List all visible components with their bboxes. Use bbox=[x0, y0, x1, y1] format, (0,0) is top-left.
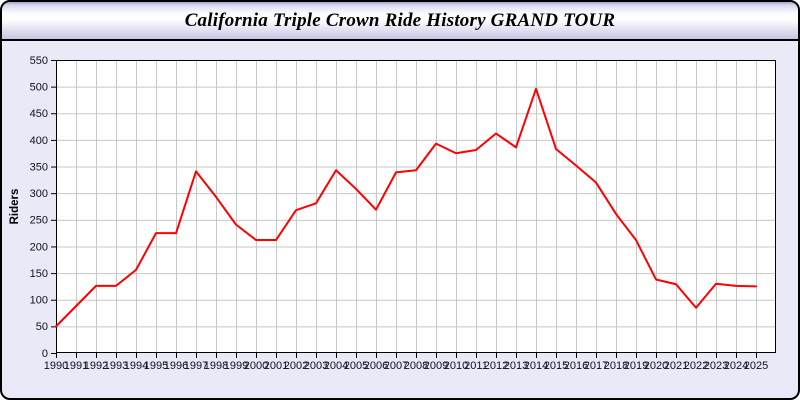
title-bar: California Triple Crown Ride History GRA… bbox=[2, 2, 798, 41]
y-tick-label: 100 bbox=[30, 295, 48, 307]
x-tick-label: 2000 bbox=[244, 360, 268, 372]
x-tick-label: 2019 bbox=[624, 360, 648, 372]
x-tick-label: 2007 bbox=[384, 360, 408, 372]
x-tick-label: 2009 bbox=[424, 360, 448, 372]
x-tick-label: 2022 bbox=[684, 360, 708, 372]
chart-title: California Triple Crown Ride History GRA… bbox=[184, 9, 616, 31]
x-tick-label: 2002 bbox=[284, 360, 308, 372]
x-tick-label: 2023 bbox=[704, 360, 728, 372]
y-tick-label: 550 bbox=[30, 55, 48, 67]
y-tick-label: 200 bbox=[30, 241, 48, 253]
x-tick-label: 1994 bbox=[124, 360, 148, 372]
x-tick-label: 1999 bbox=[224, 360, 248, 372]
y-tick-label: 150 bbox=[30, 268, 48, 280]
x-tick-label: 2016 bbox=[564, 360, 588, 372]
data-line-riders bbox=[55, 87, 757, 328]
x-tick-label: 1998 bbox=[204, 360, 228, 372]
x-tick-label: 1997 bbox=[184, 360, 208, 372]
x-tick-label: 2011 bbox=[464, 360, 488, 372]
x-tick-label: 2014 bbox=[524, 360, 548, 372]
x-tick-label: 1996 bbox=[164, 360, 188, 372]
plot-border bbox=[56, 60, 776, 353]
y-tick-label: 50 bbox=[36, 321, 48, 333]
x-tick-label: 2024 bbox=[724, 360, 748, 372]
y-tick-label: 300 bbox=[30, 188, 48, 200]
gridlines bbox=[56, 60, 776, 353]
x-tick-label: 2021 bbox=[664, 360, 688, 372]
y-tick-label: 400 bbox=[30, 135, 48, 147]
y-axis: 0 50 100 150 200 250 300 350 400 450 500 550 bbox=[30, 55, 56, 360]
y-tick-label: 450 bbox=[30, 108, 48, 120]
x-tick-label: 2004 bbox=[324, 360, 348, 372]
x-tick-label: 1990 bbox=[44, 360, 68, 372]
y-tick-label: 500 bbox=[30, 81, 48, 93]
x-tick-label: 2012 bbox=[484, 360, 508, 372]
x-tick-label: 2008 bbox=[404, 360, 428, 372]
x-axis: 1990199119921993199419951996199719981999… bbox=[44, 353, 768, 372]
x-tick-label: 2001 bbox=[264, 360, 288, 372]
x-tick-label: 2006 bbox=[364, 360, 388, 372]
x-tick-label: 2025 bbox=[744, 360, 768, 372]
x-tick-label: 1995 bbox=[144, 360, 168, 372]
x-tick-label: 1993 bbox=[104, 360, 128, 372]
y-tick-label: 350 bbox=[30, 161, 48, 173]
x-tick-label: 2005 bbox=[344, 360, 368, 372]
x-tick-label: 1992 bbox=[84, 360, 108, 372]
y-axis-title: Riders bbox=[9, 189, 21, 225]
x-tick-label: 2018 bbox=[604, 360, 628, 372]
y-tick-label: 0 bbox=[42, 348, 48, 360]
x-tick-label: 2020 bbox=[644, 360, 668, 372]
y-tick-label: 250 bbox=[30, 215, 48, 227]
x-tick-label: 2003 bbox=[304, 360, 328, 372]
x-tick-label: 2017 bbox=[584, 360, 608, 372]
x-tick-label: 2010 bbox=[444, 360, 468, 372]
x-tick-label: 1991 bbox=[64, 360, 88, 372]
x-tick-label: 2015 bbox=[544, 360, 568, 372]
x-tick-label: 2013 bbox=[504, 360, 528, 372]
